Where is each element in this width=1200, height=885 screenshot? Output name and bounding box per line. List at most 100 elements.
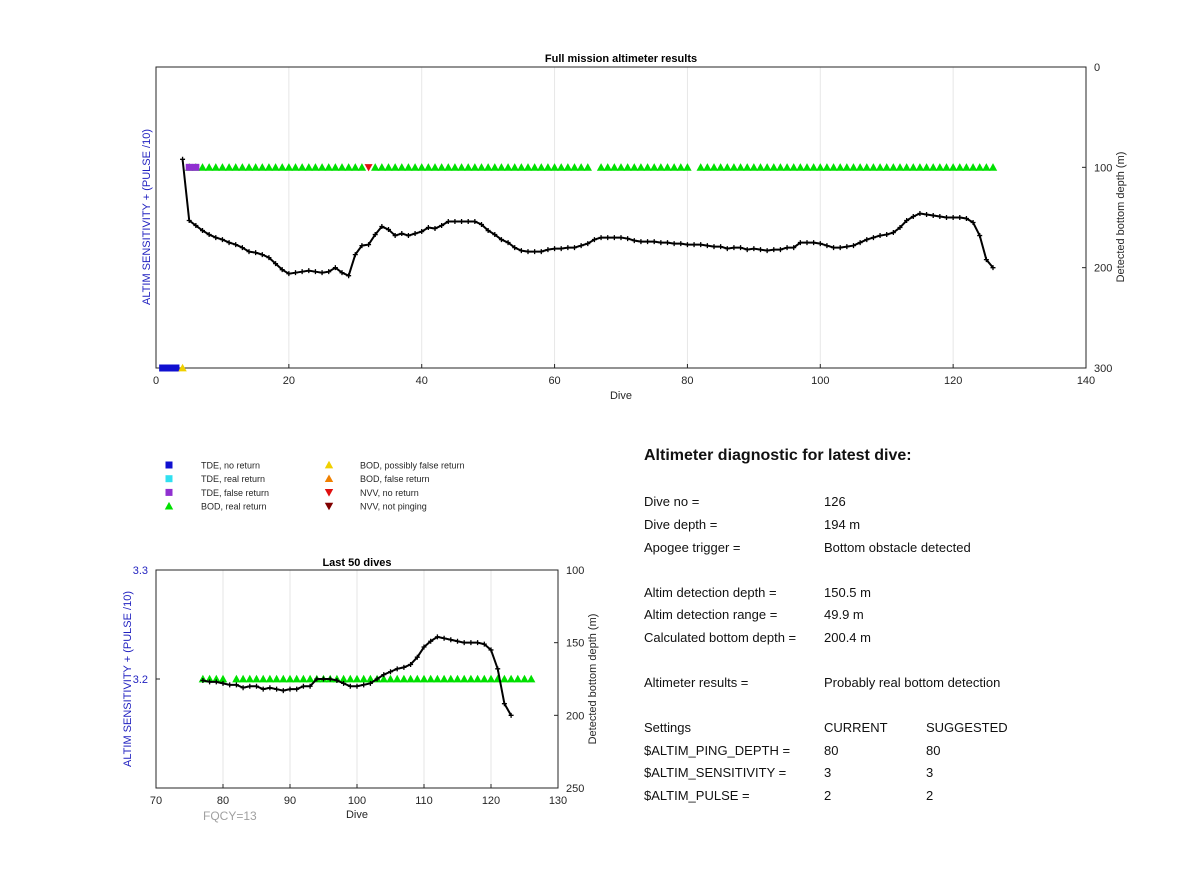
bod_real-marker	[650, 163, 659, 171]
depth-point	[254, 683, 259, 689]
depth-point	[448, 637, 454, 643]
current-header: CURRENT	[824, 720, 888, 735]
tde_no-marker	[159, 364, 167, 372]
depth-point	[711, 244, 717, 250]
full-x-label: Dive	[610, 390, 632, 402]
nvv_no-marker	[364, 164, 373, 172]
legend-marker	[324, 489, 334, 497]
bod_real-marker	[339, 674, 348, 683]
bod_real-marker	[696, 163, 705, 171]
depth-point	[963, 216, 969, 222]
depth-point	[924, 211, 930, 217]
full-y-right-label: Detected bottom depth (m)	[1115, 152, 1127, 283]
bod_real-marker	[862, 163, 871, 171]
depth-point	[213, 679, 219, 685]
diagnostic-title: Altimeter diagnostic for latest dive:	[644, 447, 912, 464]
depth-point	[897, 225, 903, 231]
calc-depth-value: 200.4 m	[824, 630, 871, 645]
tde_false-marker	[192, 163, 200, 171]
depth-point	[684, 242, 690, 248]
depth-point	[625, 236, 631, 242]
bod_real-marker	[948, 163, 958, 171]
legend-marker	[324, 502, 334, 511]
y-right-tick-label: 200	[566, 710, 584, 722]
bod_real-marker	[616, 163, 626, 171]
bod_real-marker	[802, 163, 812, 171]
depth-point	[565, 245, 571, 251]
depth-point	[233, 242, 239, 248]
y-right-tick-label: 150	[566, 638, 584, 650]
depth-point	[525, 249, 531, 255]
bod_real-marker	[224, 163, 234, 171]
bod_real-marker	[506, 674, 516, 683]
depth-point	[399, 231, 405, 237]
depth-point	[253, 250, 259, 256]
x-tick-label: 60	[548, 375, 560, 387]
depth-point	[392, 233, 398, 239]
bod_real-marker	[437, 163, 446, 171]
det-range-label: Altim detection range =	[644, 607, 778, 622]
depth-point	[299, 269, 305, 275]
y-left-tick-label: 3.3	[133, 565, 148, 577]
depth-point	[425, 225, 431, 231]
bod_real-marker	[849, 163, 858, 171]
bod_real-marker	[279, 674, 288, 683]
x-tick-label: 130	[549, 795, 567, 807]
depth-point	[412, 231, 418, 237]
bod_real-marker	[915, 163, 925, 171]
bod_real-marker	[299, 674, 308, 683]
depth-point	[468, 640, 474, 646]
depth-point	[479, 222, 484, 228]
legend-label: TDE, real return	[201, 474, 265, 484]
bod_real-marker	[909, 163, 918, 171]
depth-point	[307, 683, 313, 689]
full-grid	[288, 67, 954, 368]
bod_real-marker	[669, 163, 679, 171]
depth-point	[512, 245, 518, 251]
bod_real-marker	[955, 163, 964, 171]
pulse-current: 2	[824, 788, 832, 803]
depth-point	[645, 239, 651, 245]
depth-point	[804, 240, 810, 246]
bod_real-marker	[410, 163, 420, 171]
bod_real-marker	[357, 163, 367, 171]
det-depth-value: 150.5 m	[824, 585, 871, 600]
tde_false-marker	[185, 163, 193, 171]
bod_real-marker	[457, 163, 466, 171]
legend-marker	[324, 474, 334, 483]
dive-no-label: Dive no =	[644, 494, 700, 509]
depth-point	[837, 245, 843, 251]
depth-point	[532, 249, 538, 255]
bod_real-marker	[683, 163, 692, 171]
bod_real-marker	[596, 163, 606, 171]
depth-point	[300, 683, 306, 689]
bod_real-marker	[417, 163, 426, 171]
full-x-ticks: 0 20 40 60 80 100 120 140	[153, 364, 1095, 387]
depth-point	[227, 682, 233, 688]
x-tick-label: 100	[811, 375, 829, 387]
bod_real-marker	[291, 163, 300, 171]
depth-point	[439, 223, 445, 229]
bod_real-marker	[563, 163, 573, 171]
depth-point	[977, 233, 983, 239]
bod_real-marker	[942, 163, 951, 171]
results-value: Probably real bottom detection	[824, 675, 1001, 690]
bod_real-marker	[337, 163, 347, 171]
bod_real-marker	[218, 163, 227, 171]
bod_real-marker	[709, 163, 719, 171]
bod_real-marker	[822, 163, 832, 171]
depth-point	[817, 241, 823, 247]
depth-point	[545, 247, 551, 253]
depth-point	[445, 219, 451, 225]
bod_real-marker	[962, 163, 971, 171]
depth-point	[341, 680, 347, 686]
depth-point	[306, 268, 312, 274]
x-tick-label: 140	[1077, 375, 1095, 387]
bod_real-marker	[676, 163, 685, 171]
bod_real-marker	[486, 674, 496, 683]
bod_real-marker	[663, 163, 672, 171]
bod_real-marker	[889, 163, 898, 171]
depth-point	[240, 685, 246, 691]
depth-point	[665, 240, 670, 246]
